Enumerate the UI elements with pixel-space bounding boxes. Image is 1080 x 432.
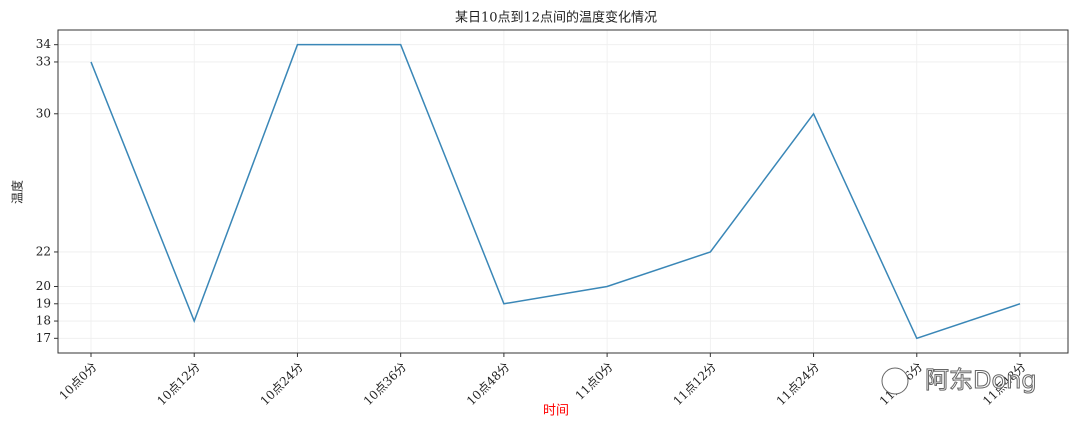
- x-axis-label: 时间: [543, 404, 569, 419]
- y-tick-label: 17: [36, 331, 51, 345]
- line-series: [90, 43, 1021, 340]
- y-tick-label: 20: [36, 279, 51, 293]
- y-tick-label: 22: [36, 244, 51, 258]
- chart-title: 某日10点到12点间的温度变化情况: [455, 10, 657, 26]
- y-tick-label: 18: [36, 314, 51, 328]
- y-tick-label: 30: [36, 106, 51, 120]
- plot-frame: [57, 29, 1069, 354]
- y-tick-label: 34: [36, 37, 52, 51]
- y-tick-label: 33: [36, 54, 51, 68]
- y-tick-label: 19: [36, 296, 51, 310]
- watermark: 阿东Dong: [925, 366, 1037, 394]
- watermark-icon: [881, 367, 909, 395]
- y-axis-label: 温度: [10, 180, 25, 204]
